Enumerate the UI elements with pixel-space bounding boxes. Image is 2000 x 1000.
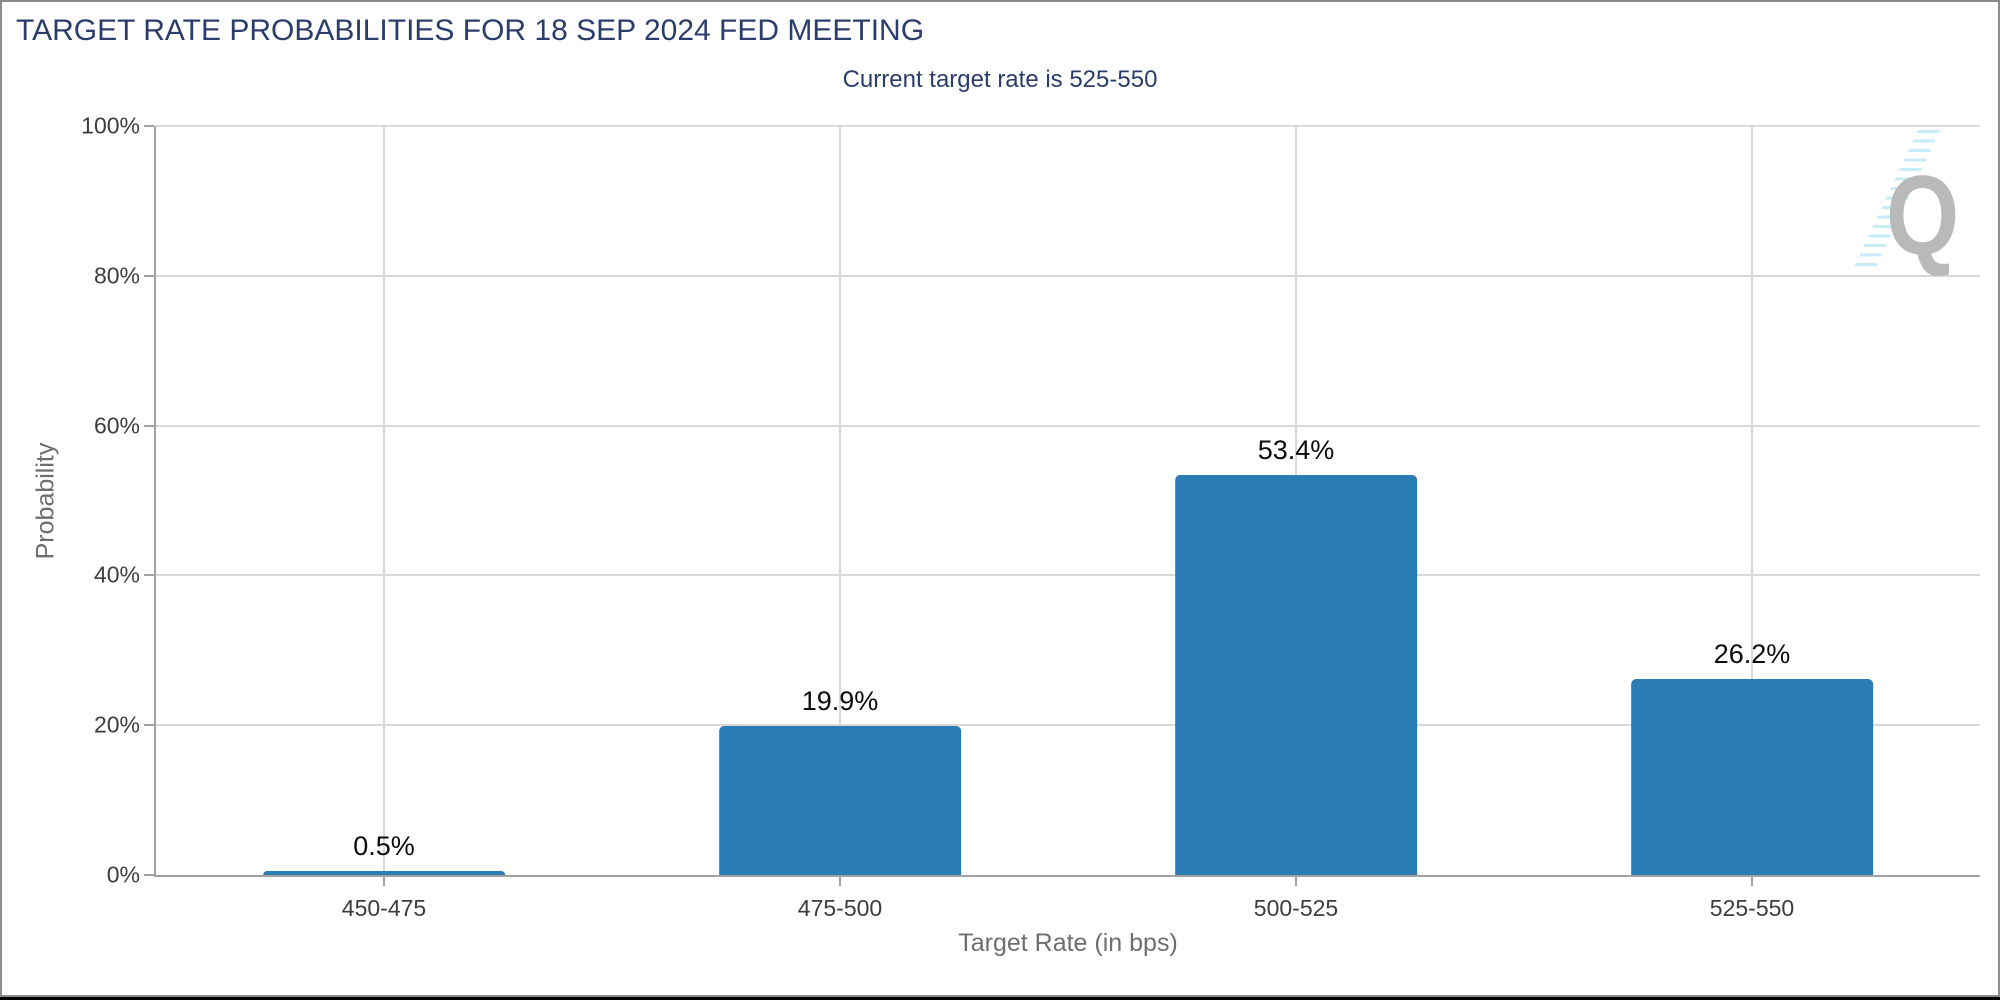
y-gridline <box>156 574 1980 577</box>
y-tick-label: 60% <box>93 412 140 439</box>
category-slot: 53.4% 500-525 <box>1068 126 1524 921</box>
y-axis-tick <box>144 574 154 577</box>
bar <box>719 725 961 875</box>
x-gridline <box>1751 126 1753 875</box>
category-slot: 26.2% 525-550 <box>1524 126 1980 921</box>
y-tick-label: 0% <box>106 861 140 888</box>
y-gridline <box>156 424 1980 427</box>
bar-value-label: 19.9% <box>801 685 879 716</box>
x-axis-tick <box>1751 877 1753 886</box>
bar-value-label: 26.2% <box>1713 638 1791 669</box>
bar <box>1175 475 1417 875</box>
x-axis-tick <box>1295 877 1297 886</box>
x-axis-tick <box>383 877 385 886</box>
bar-value-label: 53.4% <box>1257 435 1335 466</box>
y-tick-label: 20% <box>93 711 140 738</box>
chart-subtitle: Current target rate is 525-550 <box>842 66 1158 93</box>
bar <box>1631 678 1873 875</box>
x-gridline <box>839 126 841 875</box>
category-slot: 19.9% 475-500 <box>612 126 1068 921</box>
category-slot: 0.5% 450-475 <box>156 126 612 921</box>
y-axis-tick <box>144 874 154 876</box>
y-axis-title: Probability <box>31 442 60 559</box>
y-axis-tick <box>144 424 154 427</box>
x-tick-label: 475-500 <box>797 895 883 921</box>
x-axis-title: Target Rate (in bps) <box>958 929 1178 957</box>
x-tick-label: 500-525 <box>1253 895 1339 921</box>
chart-title: TARGET RATE PROBABILITIES FOR 18 SEP 202… <box>16 14 925 47</box>
y-gridline <box>156 125 1980 127</box>
y-gridline <box>156 274 1980 277</box>
x-tick-label: 450-475 <box>341 895 427 921</box>
watermark-q-icon: Q <box>1886 153 1960 278</box>
x-gridline <box>383 126 385 875</box>
y-axis-tick <box>144 274 154 277</box>
y-axis-tick <box>144 724 154 727</box>
y-tick-label: 80% <box>93 262 140 289</box>
x-tick-label: 525-550 <box>1709 895 1795 921</box>
bar <box>263 871 505 875</box>
plot-area: Probability Target Rate (in bps) 0.5% 450… <box>32 113 1980 957</box>
y-tick-label: 40% <box>93 561 140 588</box>
bar-value-label: 0.5% <box>353 831 415 862</box>
watermark-logo: Q <box>1842 124 1972 274</box>
y-axis-tick <box>144 125 154 127</box>
x-axis-tick <box>839 877 841 886</box>
y-gridline <box>156 724 1980 727</box>
bar-slots: 0.5% 450-475 19.9% 475-500 53.4% 500-525 26.2%… <box>156 126 1980 921</box>
y-tick-label: 100% <box>81 112 140 139</box>
